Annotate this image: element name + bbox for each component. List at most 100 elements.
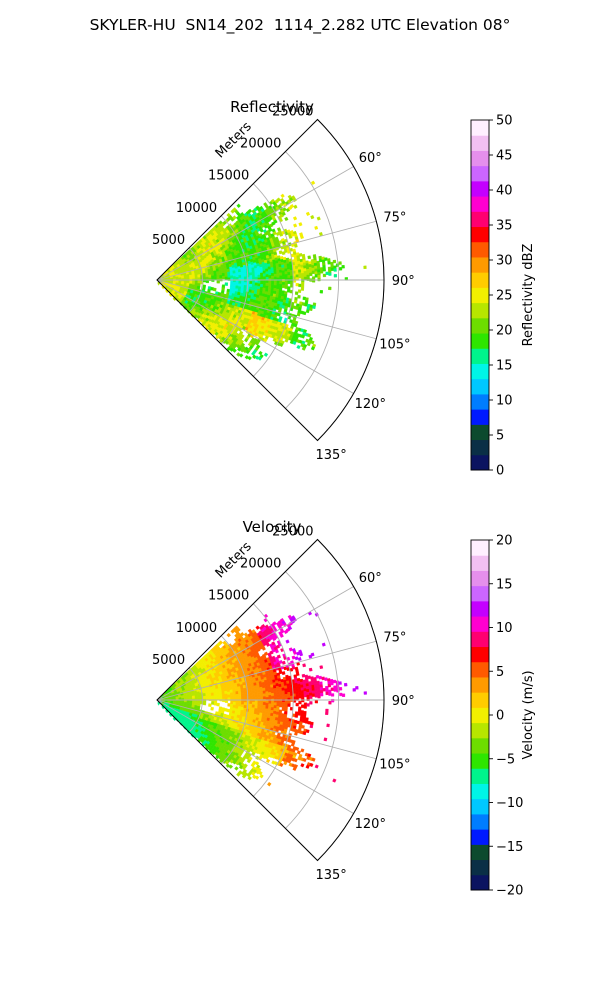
radar-gate (268, 280, 272, 285)
radar-gate (235, 285, 239, 290)
radar-gate (330, 261, 334, 266)
radar-gate (297, 657, 302, 662)
radar-gate (311, 270, 316, 274)
colorbar-segment (471, 454, 489, 471)
radar-gate (240, 272, 245, 277)
radar-gate (297, 712, 302, 716)
radar-gate (294, 656, 299, 661)
radar-gate (320, 692, 324, 697)
radar-gate (202, 695, 207, 700)
radar-gate (248, 706, 253, 711)
radar-gate (306, 691, 310, 696)
radar-gate (259, 706, 264, 711)
radar-gate (330, 264, 334, 269)
radar-gate (270, 687, 274, 691)
radar-gate (268, 274, 272, 279)
colorbar-segment (471, 317, 489, 334)
radar-gate (319, 687, 324, 691)
radar-gate (249, 272, 253, 276)
radar-gate (330, 693, 335, 697)
radar-gate (325, 691, 329, 696)
colorbar-segment (471, 135, 489, 151)
radar-gate (319, 270, 324, 274)
colorbar-segment (471, 859, 489, 876)
radar-gate (311, 684, 315, 689)
angle-tick-label: 135° (315, 868, 346, 883)
radar-gate (295, 268, 299, 273)
radar-gate (302, 663, 307, 668)
radar-gate (317, 274, 321, 279)
radar-gate (302, 731, 307, 736)
radar-gate (327, 260, 331, 265)
radar-gate (172, 278, 177, 283)
radar-gate (327, 678, 331, 682)
radar-gate (234, 766, 239, 771)
radar-gate (303, 710, 307, 715)
colorbar-tick-label: −15 (496, 840, 523, 855)
radar-gate (284, 285, 288, 289)
radar-gate (278, 709, 283, 714)
radar-gate (265, 285, 269, 290)
radar-gate (257, 706, 261, 710)
radar-gate (311, 687, 315, 692)
radar-gate (319, 665, 324, 670)
radar-gate (263, 696, 267, 700)
radar-gate (273, 705, 277, 709)
radar-gate (306, 688, 310, 693)
radar-gate (301, 724, 305, 729)
radar-gate (255, 625, 260, 630)
radar-gate (295, 282, 299, 287)
radar-gate (279, 275, 283, 279)
colorbar-segment (471, 631, 489, 648)
radar-gate (276, 705, 280, 710)
radar-gate (308, 756, 313, 761)
radar-gate (294, 685, 299, 690)
colorbar-tick-label: 0 (496, 464, 504, 479)
radar-gate (232, 704, 237, 709)
radar-gate (317, 272, 321, 276)
radar-gate (245, 349, 250, 355)
radar-gate (287, 271, 291, 276)
radar-gate (172, 716, 178, 721)
colorbar-segment (471, 165, 489, 182)
radar-gate (230, 275, 234, 279)
radar-gate (293, 204, 298, 209)
radar-gate (301, 346, 306, 351)
angular-gridline (156, 279, 354, 394)
radar-gate (300, 748, 305, 753)
radar-gate (284, 708, 288, 712)
radar-gate (251, 284, 256, 289)
radar-gate (224, 282, 229, 286)
radar-gate (251, 701, 256, 706)
radar-gate (197, 280, 201, 284)
radar-gate (301, 695, 305, 700)
radar-gate (281, 707, 286, 712)
radar-gate (254, 273, 258, 278)
radar-gate (319, 690, 324, 694)
radar-gate (276, 288, 280, 293)
radar-gate (270, 270, 275, 274)
radar-gate (316, 266, 321, 270)
radial-tick-label: 5000 (152, 233, 185, 248)
radar-gate (303, 270, 307, 275)
radar-gate (226, 632, 231, 638)
radar-gate (260, 692, 264, 697)
radar-gate (251, 281, 256, 286)
colorbar-segment (471, 813, 489, 830)
radar-gate (238, 697, 242, 702)
radar-gate (232, 281, 237, 286)
radar-gate (276, 703, 280, 707)
radar-gate (255, 770, 260, 775)
radar-gate (237, 347, 242, 352)
radar-gate (285, 639, 290, 644)
radar-gate (314, 764, 319, 769)
figure-title: SKYLER-HU SN14_202 1114_2.282 UTC Elevat… (89, 16, 511, 34)
radar-gate (238, 764, 244, 770)
radial-tick-label: 20000 (240, 557, 281, 572)
radar-gate (308, 266, 313, 271)
radar-gate (284, 705, 288, 709)
radar-gate (260, 281, 264, 285)
radar-gate (300, 763, 305, 768)
radar-gate (262, 273, 267, 277)
radar-gate (314, 268, 318, 272)
